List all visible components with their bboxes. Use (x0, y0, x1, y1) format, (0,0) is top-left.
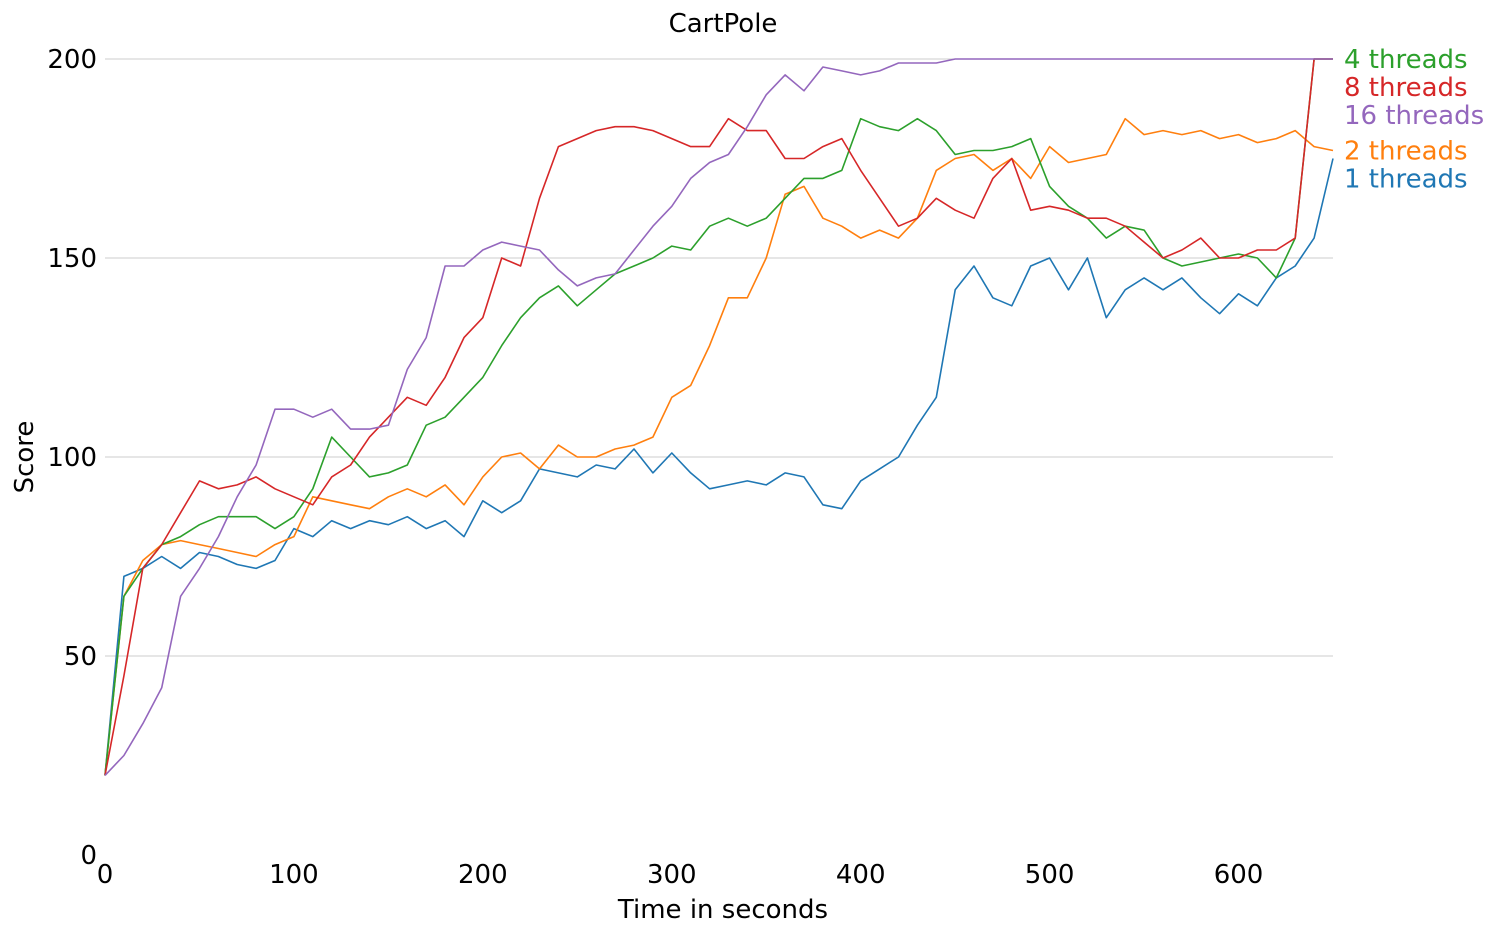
x-tick-label: 400 (836, 860, 886, 890)
y-tick-label: 100 (47, 443, 97, 473)
legend-label: 8 threads (1344, 73, 1468, 103)
x-tick-label: 0 (97, 860, 114, 890)
y-tick-label: 150 (47, 244, 97, 274)
series-lines (104, 58, 1334, 776)
y-tick-label: 200 (47, 45, 97, 75)
x-tick-label: 300 (647, 860, 697, 890)
legend-label: 4 threads (1344, 45, 1468, 75)
series-line-16-threads (104, 58, 1333, 776)
x-axis-label: Time in seconds (617, 895, 828, 925)
x-tick-label: 100 (269, 860, 319, 890)
x-tick-label: 600 (1214, 860, 1264, 890)
y-tick-label: 50 (64, 642, 97, 672)
x-tick-label: 200 (458, 860, 508, 890)
series-line-4-threads (104, 58, 1333, 776)
grid-lines (105, 58, 1333, 657)
x-tick-label: 500 (1025, 860, 1075, 890)
legend-label: 2 threads (1344, 137, 1468, 167)
tick-labels: 0 50 100 150 200 0 100 200 300 400 500 600 (47, 45, 1263, 890)
series-line-2-threads (104, 117, 1334, 776)
chart-title: CartPole (669, 9, 778, 39)
y-tick-label: 0 (80, 841, 97, 871)
series-line-1-threads (104, 158, 1334, 776)
legend-label: 1 threads (1344, 165, 1468, 195)
series-line-8-threads (104, 58, 1333, 776)
y-axis-label: Score (10, 421, 40, 494)
legend-label: 16 threads (1344, 101, 1484, 131)
